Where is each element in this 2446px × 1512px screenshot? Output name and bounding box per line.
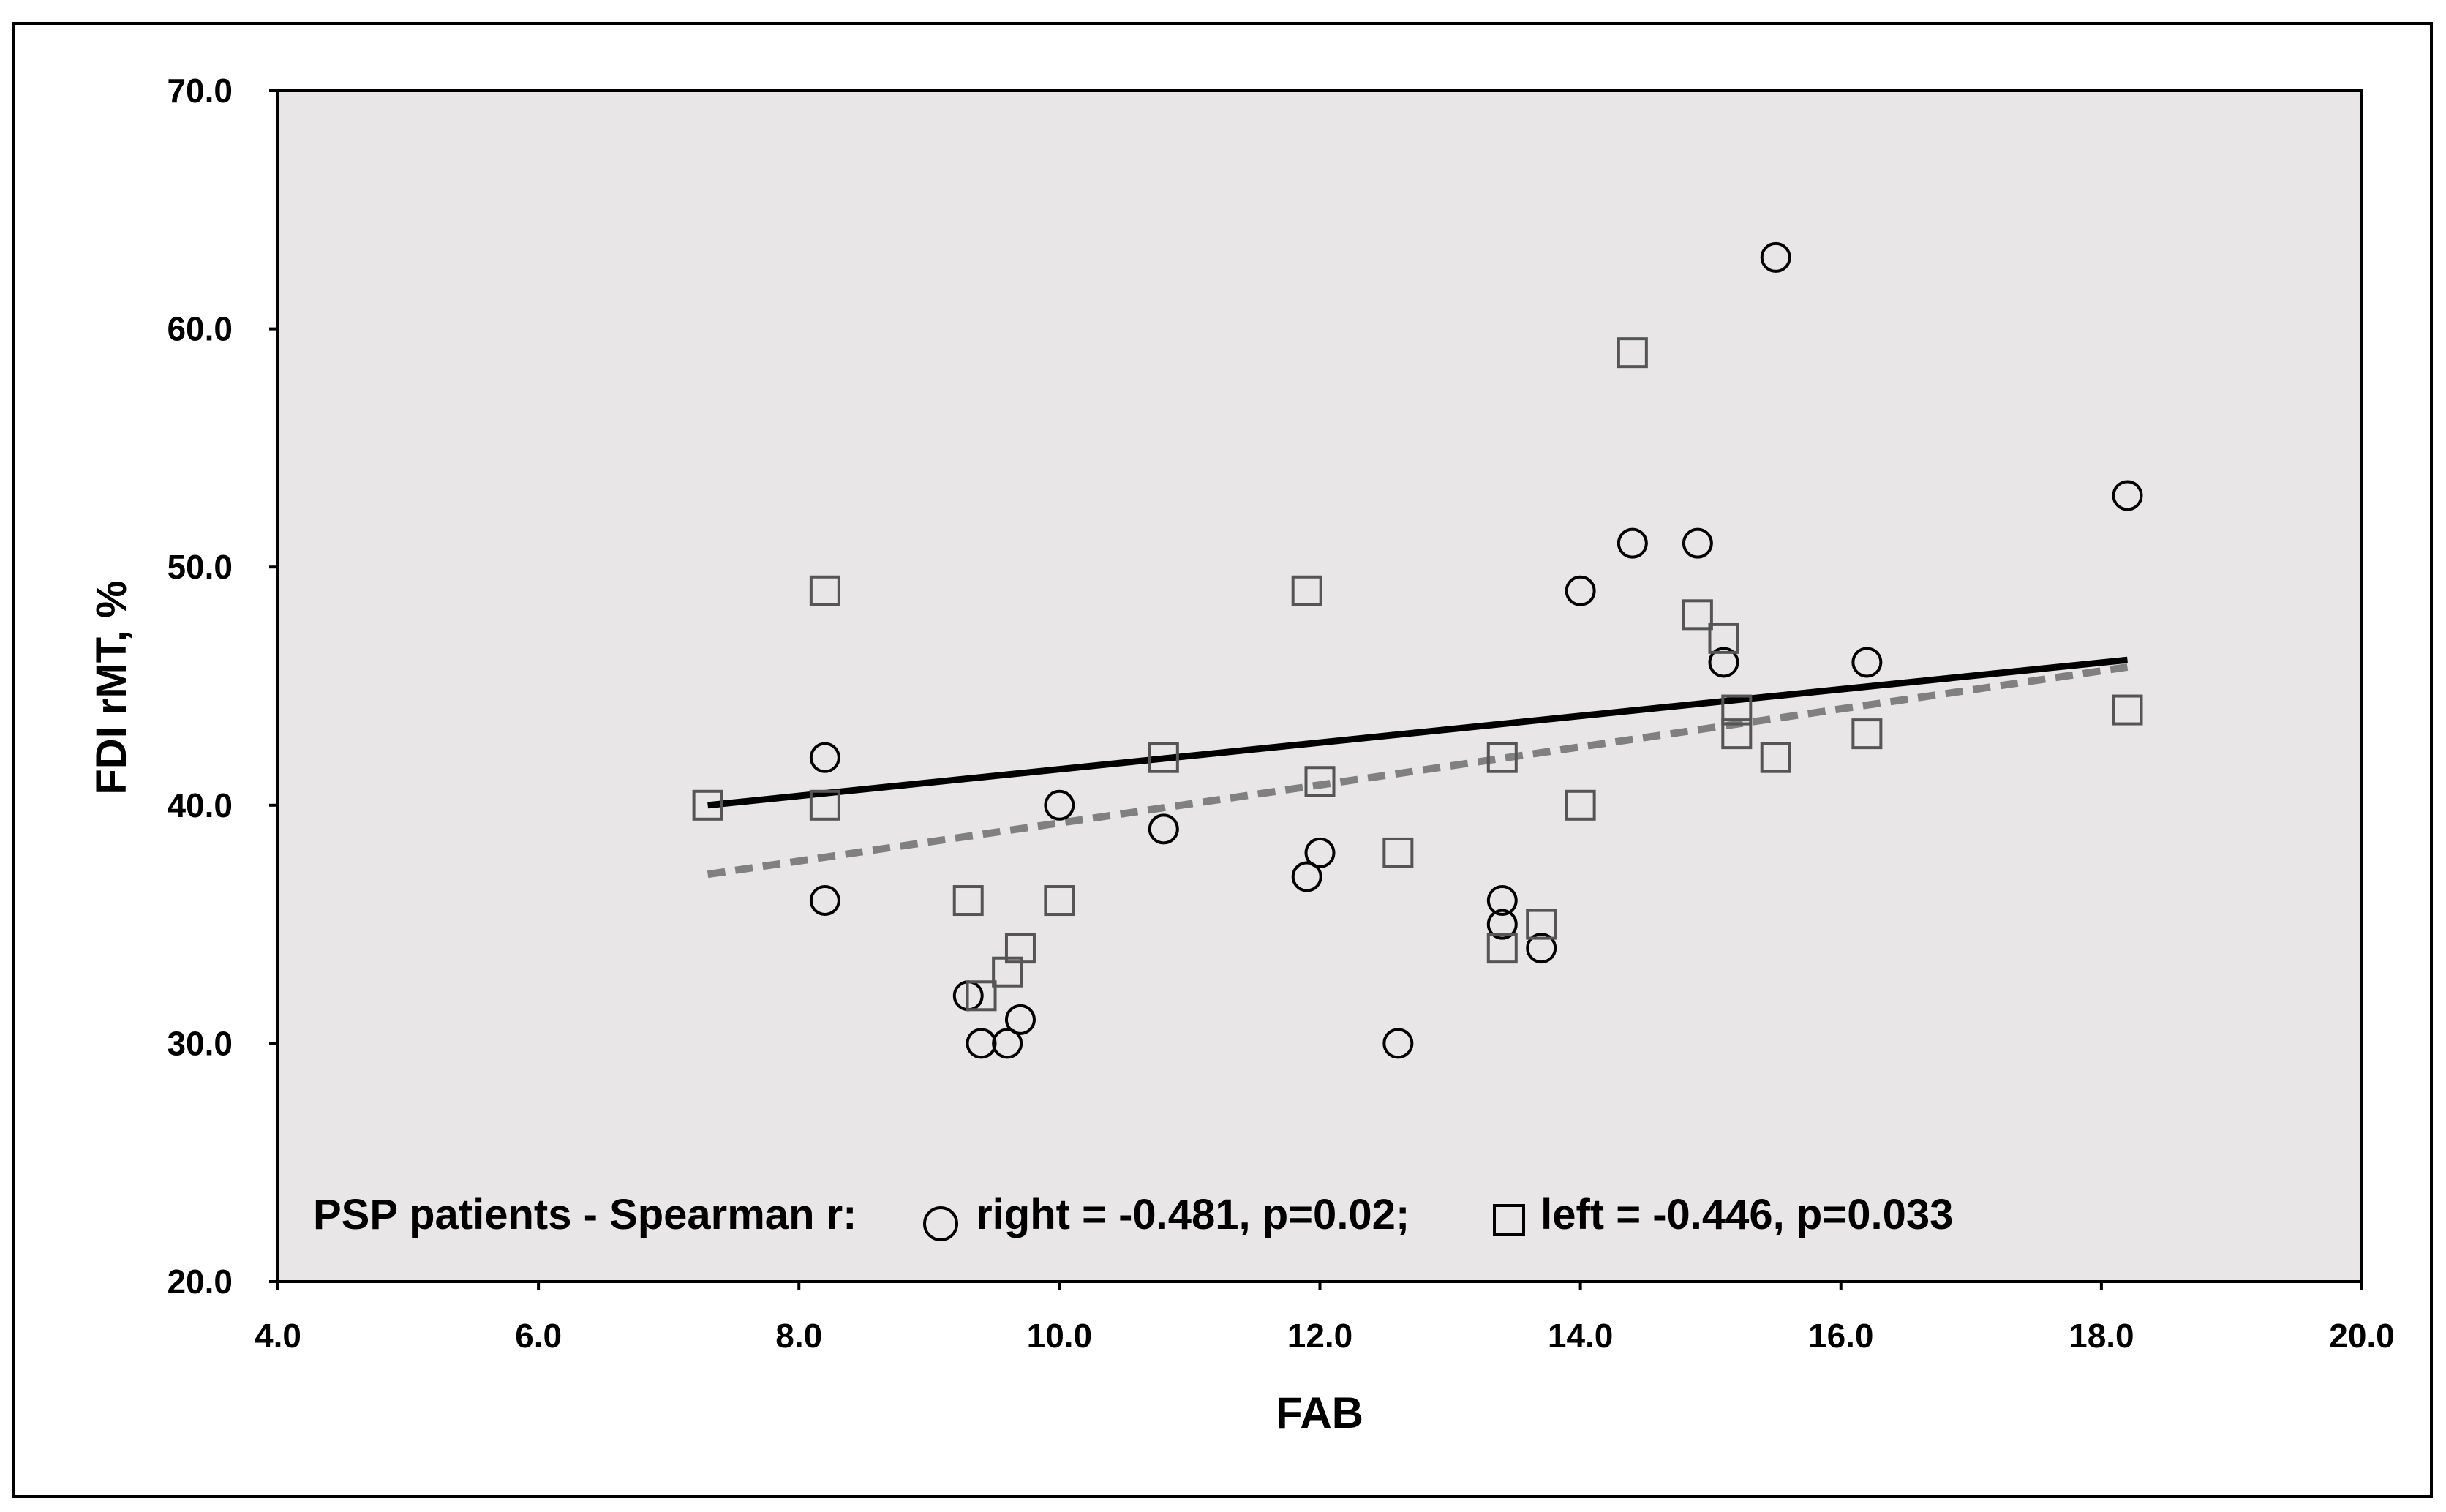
square-data-point: [1044, 885, 1075, 917]
circle-data-point: [1760, 241, 1791, 273]
square-data-point: [1486, 742, 1518, 773]
x-tick-label: 10.0: [1027, 1317, 1093, 1355]
circle-data-point: [1851, 647, 1883, 678]
square-data-point: [1291, 575, 1322, 606]
square-data-point: [952, 885, 984, 917]
circle-data-point: [992, 1028, 1023, 1059]
y-tick-label: 20.0: [167, 1263, 233, 1301]
data-points: [692, 241, 2143, 1059]
square-data-point: [1526, 909, 1557, 940]
circle-data-point: [1382, 1028, 1414, 1059]
y-axis: 20.0 30.0 40.0 50.0 60.0 70.0: [167, 72, 278, 1301]
y-tick-label: 60.0: [167, 310, 233, 348]
circle-data-point: [809, 885, 840, 917]
circle-data-point: [1708, 647, 1739, 678]
annotation-square-marker: [1493, 1204, 1525, 1236]
y-tick-label: 70.0: [167, 72, 233, 110]
x-tick-label: 16.0: [1808, 1317, 1874, 1355]
y-tick-label: 50.0: [167, 548, 233, 586]
square-data-point: [809, 575, 840, 606]
square-data-point: [1721, 718, 1753, 750]
circle-data-point: [1304, 837, 1336, 868]
circle-data-point: [809, 742, 840, 773]
annotation-right-text: right = -0.481, p=0.02;: [964, 1191, 1421, 1238]
square-data-point: [1004, 933, 1036, 964]
square-series-trendline: [707, 663, 2129, 879]
circle-data-point: [1617, 527, 1648, 559]
square-data-point: [809, 789, 840, 821]
square-data-point: [1148, 742, 1179, 773]
square-data-point: [1682, 599, 1713, 631]
square-data-point: [1565, 789, 1596, 821]
x-tick-label: 20.0: [2329, 1317, 2395, 1355]
circle-data-point: [2112, 480, 2143, 511]
trendlines: [707, 656, 2129, 879]
annotation: PSP patients - Spearman r: right = -0.48…: [313, 1191, 1953, 1241]
x-axis-label: FAB: [1276, 1388, 1363, 1437]
x-tick-label: 12.0: [1287, 1317, 1353, 1355]
circle-data-point: [1044, 789, 1075, 821]
circle-data-point: [1291, 861, 1322, 892]
square-data-point: [1721, 694, 1753, 726]
circle-data-point: [1565, 575, 1596, 606]
x-tick-label: 8.0: [775, 1317, 822, 1355]
x-tick-label: 14.0: [1548, 1317, 1614, 1355]
square-data-point: [966, 980, 997, 1012]
annotation-circle-marker: [923, 1206, 958, 1241]
circle-data-point: [1148, 813, 1179, 845]
x-tick-label: 4.0: [255, 1317, 301, 1355]
square-data-point: [1382, 837, 1414, 868]
circle-data-point: [966, 1028, 997, 1059]
x-tick-label: 6.0: [515, 1317, 562, 1355]
circle-series-trendline: [707, 656, 2128, 809]
y-axis-label: FDI rMT, %: [88, 580, 135, 794]
square-data-point: [1486, 933, 1518, 964]
square-data-point: [1617, 337, 1648, 369]
square-data-point: [1304, 766, 1336, 797]
annotation-prefix: PSP patients - Spearman r:: [313, 1191, 869, 1238]
y-tick-label: 30.0: [167, 1024, 233, 1062]
x-tick-label: 18.0: [2069, 1317, 2134, 1355]
circle-data-point: [1486, 909, 1518, 940]
circle-data-point: [1682, 527, 1713, 559]
plot-area: [276, 89, 2363, 1283]
square-data-point: [1851, 718, 1883, 750]
annotation-left-text: left = -0.446, p=0.033: [1529, 1191, 1953, 1238]
square-data-point: [2112, 694, 2143, 726]
square-data-point: [1708, 623, 1739, 654]
circle-data-point: [1486, 885, 1518, 917]
x-axis: 4.0 6.0 8.0 10.0 12.0 14.0 16.0 18.0 20.0: [255, 1282, 2395, 1355]
square-data-point: [1760, 742, 1791, 773]
circle-data-point: [1526, 933, 1557, 964]
square-data-point: [692, 789, 723, 821]
circle-data-point: [1004, 1004, 1036, 1035]
y-tick-label: 40.0: [167, 786, 233, 824]
